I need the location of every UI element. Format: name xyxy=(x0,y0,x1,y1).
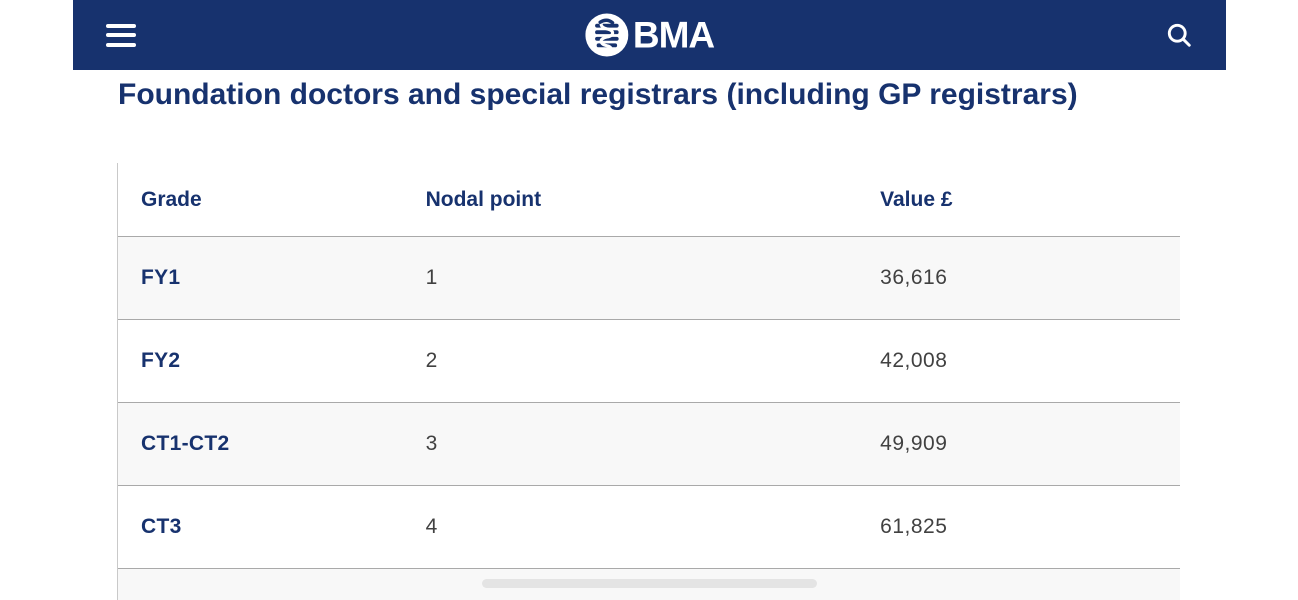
table-row: CT1-CT2 3 49,909 xyxy=(118,403,1180,486)
value-cell: 36,616 xyxy=(880,266,948,289)
grade-cell: FY1 xyxy=(141,266,181,289)
hamburger-icon xyxy=(106,23,136,28)
bma-roundel-icon xyxy=(584,13,628,57)
table-header-row: Grade Nodal point Value £ xyxy=(118,163,1180,237)
search-icon xyxy=(1167,23,1191,47)
table-row: CT3 4 61,825 xyxy=(118,486,1180,569)
grade-cell: CT3 xyxy=(141,515,182,538)
table-row: FY2 2 42,008 xyxy=(118,320,1180,403)
page-title: Foundation doctors and special registrar… xyxy=(118,78,1078,111)
nodal-point-cell: 2 xyxy=(425,349,438,372)
app-header: BMA xyxy=(73,0,1226,70)
horizontal-scrollbar-thumb[interactable] xyxy=(482,579,817,588)
column-header-grade: Grade xyxy=(141,187,202,211)
column-header-value: Value £ xyxy=(880,187,953,211)
search-button[interactable] xyxy=(1165,21,1193,49)
menu-button[interactable] xyxy=(106,23,136,47)
nodal-point-cell: 4 xyxy=(425,515,438,538)
bma-logo[interactable]: BMA xyxy=(584,13,715,57)
value-cell: 42,008 xyxy=(880,349,948,372)
nodal-point-cell: 3 xyxy=(425,432,438,455)
pay-table: Grade Nodal point Value £ FY1 1 36,616 F… xyxy=(117,163,1180,600)
table-row: FY1 1 36,616 xyxy=(118,237,1180,320)
column-header-nodal-point: Nodal point xyxy=(425,187,542,211)
grade-cell: FY2 xyxy=(141,349,181,372)
value-cell: 49,909 xyxy=(880,432,948,455)
value-cell: 61,825 xyxy=(880,515,948,538)
bma-logo-text: BMA xyxy=(632,14,715,56)
grade-cell: CT1-CT2 xyxy=(141,432,230,455)
nodal-point-cell: 1 xyxy=(425,266,438,289)
